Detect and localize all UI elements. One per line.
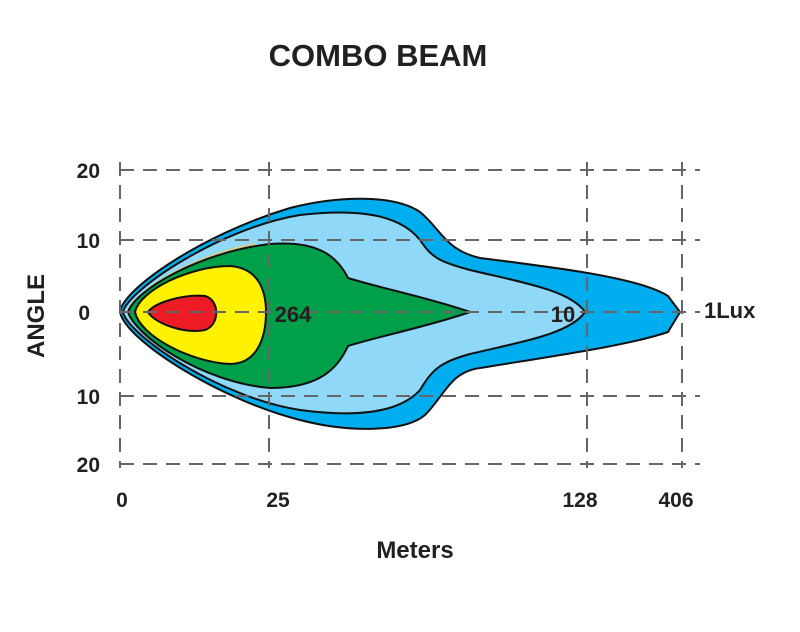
y-tick-label: 20 — [77, 160, 100, 183]
contour-label-1lux: 1Lux — [704, 298, 756, 323]
contour-label-264: 264 — [275, 302, 312, 327]
y-tick-label: 10 — [77, 230, 100, 253]
contour-label-10: 10 — [551, 302, 575, 327]
y-tick-label: 0 — [78, 302, 90, 325]
x-axis-label: Meters — [376, 537, 453, 564]
grid — [119, 162, 700, 468]
x-tick-label: 128 — [562, 489, 597, 512]
x-tick-label: 0 — [116, 489, 128, 512]
y-tick-label: 20 — [77, 454, 100, 477]
chart-title: COMBO BEAM — [269, 38, 488, 73]
x-tick-label: 25 — [266, 489, 290, 512]
y-tick-label: 10 — [77, 386, 100, 409]
contour-red — [146, 294, 218, 332]
x-tick-label: 406 — [658, 489, 693, 512]
y-axis-label: ANGLE — [23, 274, 50, 358]
